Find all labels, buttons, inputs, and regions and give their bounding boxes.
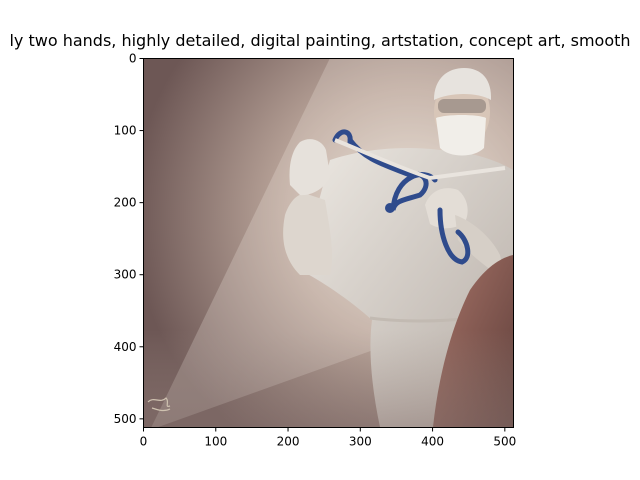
x-tick-label: 400 xyxy=(421,435,444,449)
y-tick-label: 100 xyxy=(114,124,137,138)
y-axis: 0 100 200 300 400 500 xyxy=(114,52,144,426)
axes-frame xyxy=(143,58,514,428)
stethoscope-tube xyxy=(332,129,471,265)
y-tick-label: 200 xyxy=(114,196,137,210)
y-tick-label: 500 xyxy=(114,412,137,426)
x-tick-label: 500 xyxy=(493,435,516,449)
left-glove xyxy=(289,139,330,196)
surgeon-mask xyxy=(436,115,486,156)
x-tick-label: 300 xyxy=(349,435,372,449)
x-tick-label: 200 xyxy=(277,435,300,449)
y-tick-label: 400 xyxy=(114,340,137,354)
painting-image xyxy=(143,58,514,428)
left-arm xyxy=(283,193,333,275)
surgeon-glasses xyxy=(438,99,486,113)
right-arm xyxy=(455,215,505,280)
y-tick-label: 300 xyxy=(114,268,137,282)
x-axis: 0 100 200 300 400 500 xyxy=(140,427,516,449)
x-tick-label: 100 xyxy=(204,435,227,449)
figure-title: ly two hands, highly detailed, digital p… xyxy=(9,31,631,50)
y-tick-label: 0 xyxy=(129,52,137,66)
surgeon-cap xyxy=(434,68,492,100)
x-tick-label: 0 xyxy=(140,435,148,449)
stethoscope-chestpiece xyxy=(385,203,395,213)
artist-signature xyxy=(147,397,171,412)
